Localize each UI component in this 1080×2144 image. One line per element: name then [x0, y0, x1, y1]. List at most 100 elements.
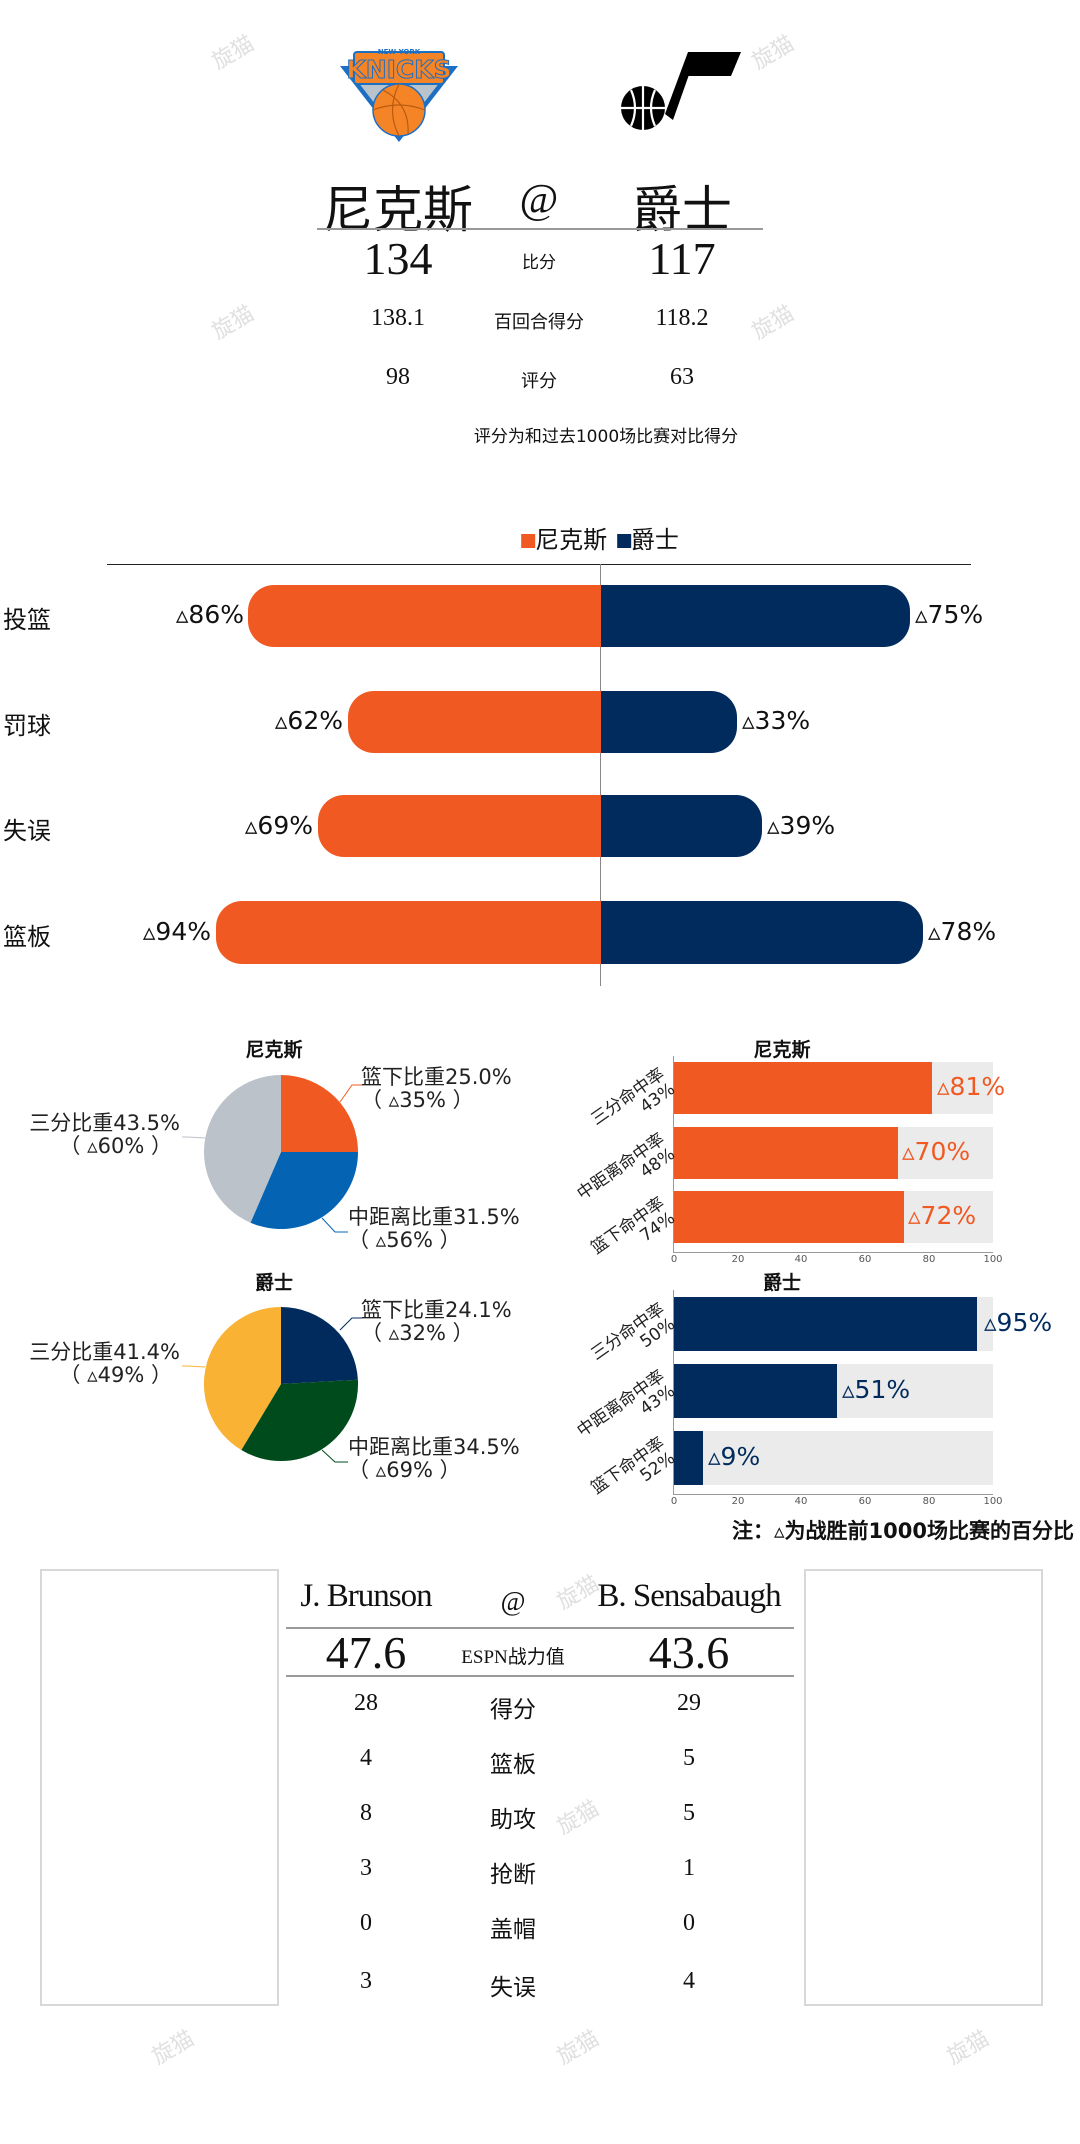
players-at-symbol: @ [500, 1586, 526, 1616]
footnote: 注：▵为战胜前1000场比赛的百分比 [732, 1519, 1074, 1543]
rating-label: 评分 [521, 371, 557, 392]
knicks-bar [318, 795, 601, 857]
x-tick: 0 [670, 1254, 678, 1265]
bar-value: ▵9% [708, 1442, 761, 1471]
jazz-value: ▵78% [928, 917, 997, 946]
away-espn-rating: 43.6 [648, 1627, 730, 1678]
home-player-name: J. Brunson [300, 1578, 432, 1614]
watermark: 旋猫 [747, 301, 799, 345]
jazz-bar [601, 691, 737, 753]
jazz-value: ▵75% [915, 600, 984, 629]
stat-label: 盖帽 [490, 1917, 536, 1942]
pie-sublabel-three: （ ▵49% ） [59, 1363, 172, 1387]
bar-chart-title: 尼克斯 [753, 1039, 811, 1061]
stat-label: 篮板 [490, 1752, 536, 1777]
knicks-paint-bar [674, 1191, 904, 1243]
chart-legend: 尼克斯 爵士 [521, 520, 679, 555]
center-axis [600, 564, 601, 986]
away-stat: 1 [683, 1855, 695, 1881]
home-stat: 3 [360, 1968, 372, 1994]
away-rating: 63 [670, 364, 694, 390]
away-score: 117 [648, 233, 716, 284]
bar-value: ▵72% [908, 1201, 977, 1230]
away-stat: 0 [683, 1910, 695, 1936]
away-player-name: B. Sensabaugh [597, 1578, 781, 1614]
watermark: 旋猫 [147, 2026, 199, 2070]
pie-title: 尼克斯 [245, 1039, 303, 1061]
jazz-mid-bar [674, 1364, 837, 1418]
pie-label-paint: 篮下比重24.1% [361, 1298, 512, 1322]
legend-swatch-jazz [616, 534, 631, 548]
pie-label-three: 三分比重41.4% [29, 1340, 180, 1364]
pie-label-mid: 中距离比重31.5% [348, 1205, 520, 1229]
stat-label: 失误 [490, 1975, 536, 2000]
espn-rating-label: ESPN战力值 [461, 1647, 565, 1668]
legend-label-jazz: 爵士 [630, 526, 679, 554]
home-stat: 28 [354, 1690, 378, 1716]
x-tick: 20 [731, 1254, 745, 1265]
header-divider [317, 228, 763, 230]
knicks-value: ▵69% [244, 811, 313, 840]
pie-sublabel-mid: （ ▵56% ） [348, 1228, 461, 1252]
x-axis [673, 1252, 993, 1253]
slice-three [204, 1075, 281, 1223]
bar-track [674, 1431, 993, 1485]
x-tick: 60 [858, 1496, 872, 1507]
x-tick: 80 [922, 1254, 936, 1265]
slice-paint [281, 1307, 358, 1384]
knicks-bar [248, 585, 601, 647]
watermark: 旋猫 [552, 1796, 604, 1840]
x-tick: 100 [983, 1254, 1003, 1265]
category-label: 罚球 [3, 712, 51, 740]
player-divider-top [286, 1627, 794, 1629]
knicks-three-bar [674, 1062, 932, 1114]
watermark: 旋猫 [552, 2026, 604, 2070]
knicks-bar [216, 901, 601, 964]
pie-sublabel-paint: （ ▵32% ） [361, 1321, 474, 1345]
watermark: 旋猫 [747, 31, 799, 75]
bar-value: ▵95% [984, 1308, 1053, 1337]
stat-label: 得分 [490, 1697, 536, 1722]
svg-text:KNICKS: KNICKS [346, 55, 451, 84]
knicks-mid-bar [674, 1127, 898, 1179]
legend-swatch-knicks [521, 534, 536, 548]
x-tick: 80 [922, 1496, 936, 1507]
jazz-paint-bar [674, 1431, 703, 1485]
bar-value: ▵81% [937, 1072, 1006, 1101]
jazz-value: ▵33% [742, 706, 811, 735]
slice-mid [241, 1379, 359, 1462]
home-stat: 3 [360, 1855, 372, 1881]
away-player-photo-frame [804, 1569, 1043, 2006]
away-stat: 5 [683, 1800, 695, 1826]
home-score: 134 [363, 233, 433, 284]
bar-value: ▵51% [842, 1375, 911, 1404]
knicks-value: ▵86% [175, 600, 244, 629]
category-label: 投篮 [3, 606, 51, 634]
knicks-value: ▵94% [142, 917, 211, 946]
knicks-logo-icon: KNICKS NEW YORK [340, 48, 458, 142]
home-espn-rating: 47.6 [325, 1627, 407, 1678]
pie-title: 爵士 [254, 1272, 294, 1294]
home-player-photo-frame [40, 1569, 279, 2006]
away-stat: 5 [683, 1745, 695, 1771]
away-stat: 29 [677, 1690, 701, 1716]
home-stat: 4 [360, 1745, 372, 1771]
jazz-bar [601, 795, 762, 857]
x-tick: 60 [858, 1254, 872, 1265]
knicks-pie-svg [182, 1075, 362, 1233]
pie-label-three: 三分比重43.5% [29, 1111, 180, 1135]
away-stat: 4 [683, 1968, 695, 1994]
ortg-label: 百回合得分 [494, 312, 584, 333]
slice-three [203, 1307, 281, 1450]
category-label: 篮板 [3, 923, 51, 951]
slice-mid [250, 1152, 358, 1229]
home-stat: 8 [360, 1800, 372, 1826]
jazz-logo-icon [621, 52, 741, 130]
chart-top-rule [107, 564, 971, 565]
x-tick: 40 [794, 1254, 808, 1265]
at-symbol: @ [519, 177, 559, 223]
slice-paint [281, 1075, 358, 1152]
away-ortg: 118.2 [655, 305, 709, 331]
jazz-bar [601, 901, 923, 964]
x-tick: 0 [670, 1496, 678, 1507]
